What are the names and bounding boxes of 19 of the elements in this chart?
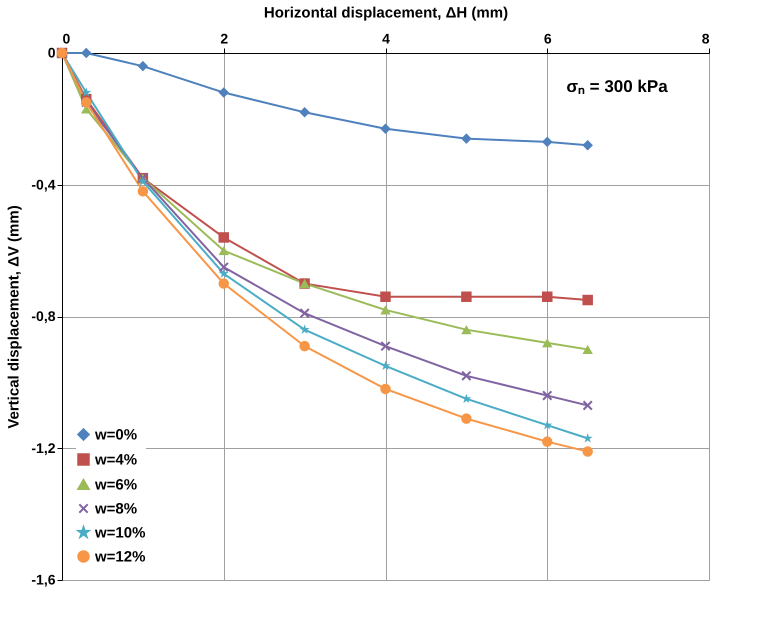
y-tick-label: 0 bbox=[48, 44, 56, 60]
legend-label: w=6% bbox=[94, 476, 138, 494]
y-tick-label: -0,8 bbox=[31, 308, 56, 324]
x-tick-label: 4 bbox=[382, 30, 390, 46]
legend-label: w=0% bbox=[94, 426, 138, 444]
x-tick-label: 2 bbox=[220, 30, 228, 46]
x-tick-label: 8 bbox=[702, 30, 710, 46]
legend-label: w=10% bbox=[94, 524, 146, 542]
y-tick-label: -1,6 bbox=[31, 572, 56, 588]
legend-label: w=8% bbox=[94, 500, 138, 518]
legend-label: w=4% bbox=[94, 452, 138, 468]
y-axis-title: Vertical displacement, ΔV (mm) bbox=[5, 205, 22, 429]
x-axis-title: Horizontal displacement, ΔH (mm) bbox=[264, 4, 508, 22]
legend-label: w=12% bbox=[94, 548, 146, 566]
annotation: σₙ = 300 kPa bbox=[566, 77, 668, 96]
y-tick-label: -0,4 bbox=[31, 176, 56, 192]
y-tick-label: -1,2 bbox=[31, 440, 56, 456]
x-tick-label: 6 bbox=[544, 30, 552, 46]
x-tick-label: 0 bbox=[62, 30, 70, 46]
